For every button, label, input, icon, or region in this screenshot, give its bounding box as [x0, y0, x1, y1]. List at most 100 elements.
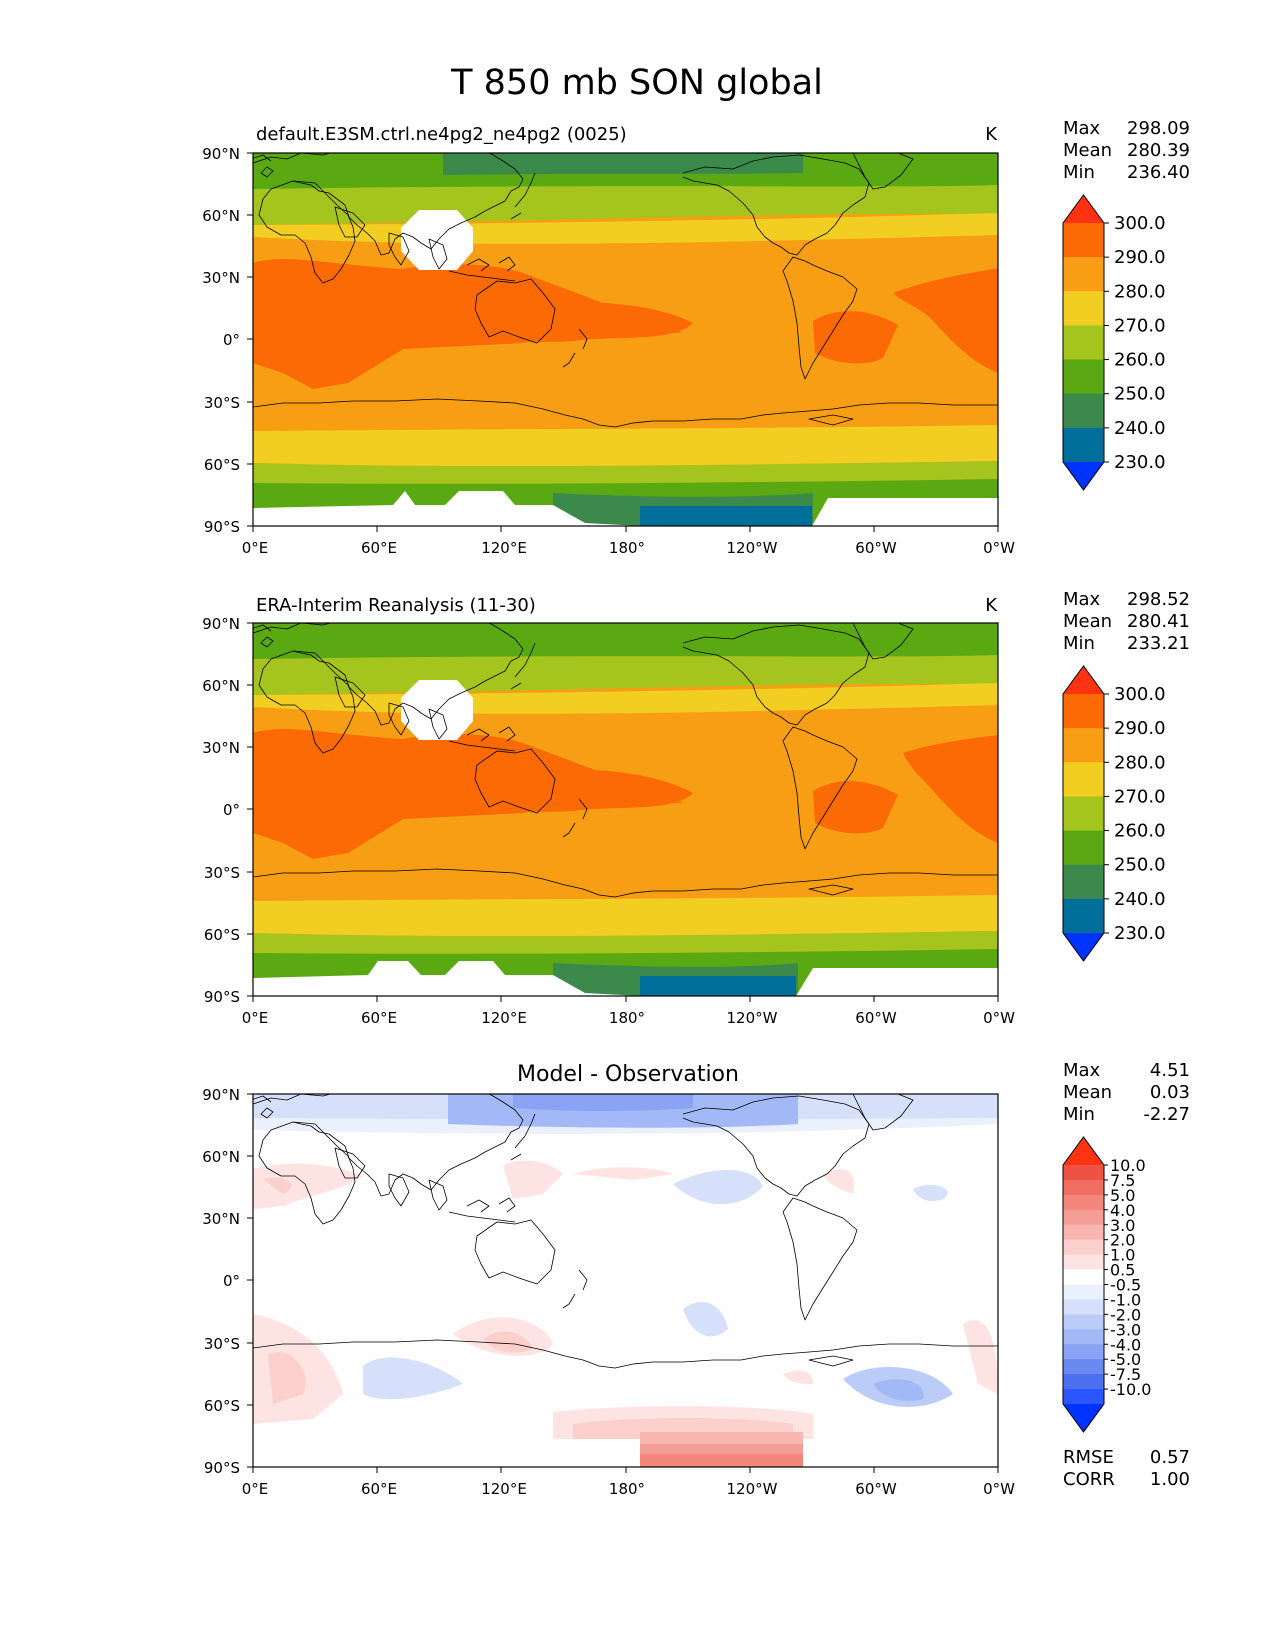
x-tick-label: 0°W — [983, 539, 1015, 557]
y-tick-label: 60°N — [202, 1148, 240, 1166]
y-tick-label: 60°N — [202, 677, 240, 695]
y-tick-label: 90°N — [202, 1086, 240, 1104]
y-tick-label: 90°N — [202, 615, 240, 633]
x-tick-label: 60°E — [361, 1009, 397, 1027]
colorbar-segment — [1063, 1359, 1104, 1375]
y-tick-label: 30°N — [202, 269, 240, 287]
panel-title: Model - Observation — [517, 1062, 739, 1087]
map-field — [253, 623, 998, 996]
x-tick-label: 0°E — [242, 1009, 269, 1027]
colorbar: 300.0 290.0 280.0 270.0 260.0 250.0 240.0 230.0 — [1062, 194, 1166, 491]
stat-label: Mean — [1063, 1082, 1112, 1103]
colorbar-segment — [1063, 257, 1104, 292]
x-tick-label: 180° — [609, 539, 645, 557]
colorbar-tick-label: 2.0 — [1110, 1231, 1135, 1250]
panel-model: default.E3SM.ctrl.ne4pg2_ne4pg2 (0025) K — [202, 118, 1190, 557]
colorbar-tick-label: 300.0 — [1114, 213, 1166, 234]
colorbar-segment — [1063, 1344, 1104, 1360]
colorbar-tick-label: 1.0 — [1110, 1246, 1135, 1265]
colorbar-tick-label: 230.0 — [1114, 923, 1166, 944]
colorbar-tick-label: -1.0 — [1110, 1290, 1141, 1309]
colorbar-segment — [1063, 359, 1104, 395]
map-field — [253, 1094, 998, 1467]
colorbar-segment — [1063, 694, 1104, 729]
colorbar-segment — [1063, 762, 1104, 797]
colorbar-segment — [1063, 291, 1104, 326]
colorbar-segment — [1063, 1194, 1104, 1211]
stat-value: 236.40 — [1127, 162, 1190, 183]
x-tick-label: 60°W — [855, 1480, 897, 1498]
y-tick-label: 90°N — [202, 145, 240, 163]
colorbar-segment — [1063, 427, 1104, 463]
x-tick-label: 120°E — [481, 1009, 527, 1027]
stat-value: 298.52 — [1127, 589, 1190, 610]
metric-label: RMSE — [1063, 1447, 1114, 1468]
colorbar-segment — [1063, 1209, 1104, 1226]
colorbar-tick-label: 5.0 — [1110, 1186, 1135, 1205]
stats-block: Max Mean Min 298.09 280.39 236.40 — [1063, 118, 1190, 183]
y-tick-label: 30°S — [204, 1335, 240, 1353]
colorbar-tick-label: -2.0 — [1110, 1305, 1141, 1324]
stat-label: Max — [1063, 589, 1101, 610]
metrics-block: RMSE CORR 0.57 1.00 — [1063, 1447, 1190, 1490]
x-tick-label: 60°E — [361, 539, 397, 557]
colorbar-segment — [1063, 728, 1104, 763]
stat-value: -2.27 — [1143, 1104, 1190, 1125]
colorbar-tick-label: 270.0 — [1114, 786, 1166, 807]
panel-observation: ERA-Interim Reanalysis (11-30) K — [202, 589, 1190, 1027]
y-ticks: 90°N 60°N 30°N 0° 30°S 60°S 90°S — [202, 615, 253, 1006]
y-tick-label: 30°S — [204, 394, 240, 412]
y-tick-label: 0° — [223, 331, 240, 349]
map-field — [253, 153, 998, 526]
stat-value: 280.41 — [1127, 611, 1190, 632]
colorbar-tick-label: 300.0 — [1114, 684, 1166, 705]
stat-value: 233.21 — [1127, 633, 1190, 654]
colorbar-segment — [1063, 830, 1104, 866]
metric-value: 0.57 — [1150, 1447, 1190, 1468]
y-tick-label: 30°N — [202, 1210, 240, 1228]
colorbar-tick-label: -3.0 — [1110, 1320, 1141, 1339]
y-tick-label: 60°N — [202, 207, 240, 225]
x-tick-label: 0°W — [983, 1009, 1015, 1027]
colorbar-outline — [1062, 1136, 1105, 1433]
colorbar-tick-label: -0.5 — [1110, 1276, 1141, 1295]
y-ticks: 90°N 60°N 30°N 0° 30°S 60°S 90°S — [202, 145, 253, 536]
colorbar-tick-label: -4.0 — [1110, 1335, 1141, 1354]
x-tick-label: 60°W — [855, 1009, 897, 1027]
colorbar-tick-label: 0.5 — [1110, 1261, 1135, 1280]
metric-label: CORR — [1063, 1469, 1115, 1490]
colorbar-segment — [1063, 223, 1104, 258]
panel-title: default.E3SM.ctrl.ne4pg2_ne4pg2 (0025) — [256, 124, 627, 145]
colorbar-tick-label: 4.0 — [1110, 1201, 1135, 1220]
colorbar-tick-label: 280.0 — [1114, 752, 1166, 773]
units-label: K — [985, 124, 998, 145]
x-tick-label: 60°W — [855, 539, 897, 557]
panel-title: ERA-Interim Reanalysis (11-30) — [256, 595, 536, 616]
colorbar-extend-min — [1063, 1404, 1104, 1432]
colorbar-tick-label: 250.0 — [1114, 384, 1166, 405]
metric-value: 1.00 — [1150, 1469, 1190, 1490]
x-tick-label: 60°E — [361, 1480, 397, 1498]
colorbar-segment — [1063, 796, 1104, 832]
colorbar-extend-min — [1063, 462, 1104, 490]
x-ticks: 0°E 60°E 120°E 180° 120°W 60°W 0°W — [242, 526, 1015, 557]
colorbar-segment — [1063, 1374, 1104, 1390]
colorbar-segment — [1063, 1269, 1104, 1285]
x-tick-label: 0°W — [983, 1480, 1015, 1498]
stat-value: 280.39 — [1127, 140, 1190, 161]
colorbar-tick-label: 270.0 — [1114, 315, 1166, 336]
colorbar-segment — [1063, 864, 1104, 900]
y-tick-label: 0° — [223, 801, 240, 819]
y-tick-label: 0° — [223, 1272, 240, 1290]
stat-label: Max — [1063, 118, 1101, 139]
stat-label: Max — [1063, 1060, 1101, 1081]
colorbar-tick-label: 260.0 — [1114, 350, 1166, 371]
colorbar-tick-label: 10.0 — [1110, 1156, 1146, 1175]
x-ticks: 0°E 60°E 120°E 180° 120°W 60°W 0°W — [242, 996, 1015, 1027]
y-tick-label: 60°S — [204, 926, 240, 944]
colorbar-segment — [1063, 1314, 1104, 1330]
x-ticks: 0°E 60°E 120°E 180° 120°W 60°W 0°W — [242, 1467, 1015, 1498]
y-ticks: 90°N 60°N 30°N 0° 30°S 60°S 90°S — [202, 1086, 253, 1477]
colorbar-tick-label: 3.0 — [1110, 1216, 1135, 1235]
